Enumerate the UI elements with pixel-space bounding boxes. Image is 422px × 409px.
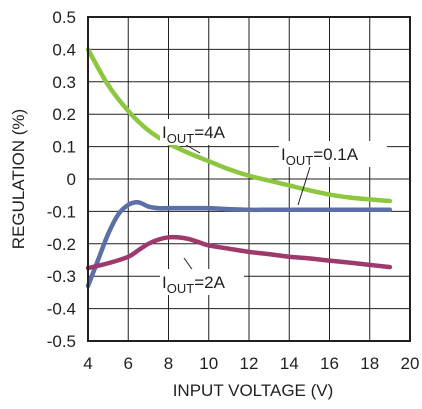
x-tick-label: 10 — [199, 354, 218, 373]
y-tick-label: -0.2 — [47, 235, 76, 254]
y-tick-label: 0.4 — [52, 40, 76, 59]
annotation-label-01A: IOUT=0.1A — [281, 145, 359, 168]
x-tick-label: 8 — [164, 354, 173, 373]
annotation-leader-line — [297, 166, 311, 206]
x-tick-label: 16 — [320, 354, 339, 373]
y-tick-label: -0.4 — [47, 300, 76, 319]
series-line-2A — [85, 234, 393, 271]
x-tick-label: 14 — [280, 354, 299, 373]
x-tick-label: 6 — [124, 354, 133, 373]
annotation-leader-line — [185, 144, 201, 154]
annotation-label-2A: IOUT=2A — [162, 273, 226, 296]
series-line-01A — [85, 200, 393, 289]
x-tick-label: 4 — [83, 354, 92, 373]
y-tick-labels: 0.5 0.4 0.3 0.2 0.1 0 -0.1 -0.2 -0.3 -0.4 -0.5 — [47, 8, 76, 351]
y-tick-label: 0 — [67, 170, 76, 189]
annotation-background — [279, 141, 387, 167]
y-tick-label: 0.2 — [52, 105, 76, 124]
x-tick-label: 12 — [240, 354, 259, 373]
x-tick-label: 20 — [401, 354, 420, 373]
grid — [87, 16, 411, 342]
annotation-label-4A: IOUT=4A — [162, 123, 226, 146]
series-annotations: IOUT=4A IOUT=0.1A IOUT=2A — [160, 119, 387, 296]
y-tick-label: 0.5 — [52, 8, 76, 27]
y-tick-label: 0.3 — [52, 73, 76, 92]
x-axis-label: INPUT VOLTAGE (V) — [173, 381, 334, 400]
y-tick-label: -0.1 — [47, 202, 76, 221]
series-lines — [85, 47, 393, 289]
annotation-background — [160, 269, 244, 295]
y-tick-label: -0.5 — [47, 332, 76, 351]
x-tick-label: 18 — [360, 354, 379, 373]
y-tick-label: -0.3 — [47, 267, 76, 286]
series-line-4A — [85, 47, 393, 204]
plot-frame — [87, 16, 411, 342]
y-axis-label: REGULATION (%) — [9, 109, 28, 249]
x-tick-labels: 4 6 8 10 12 14 16 18 20 — [83, 354, 419, 373]
annotation-background — [160, 119, 244, 145]
y-tick-label: 0.1 — [52, 138, 76, 157]
